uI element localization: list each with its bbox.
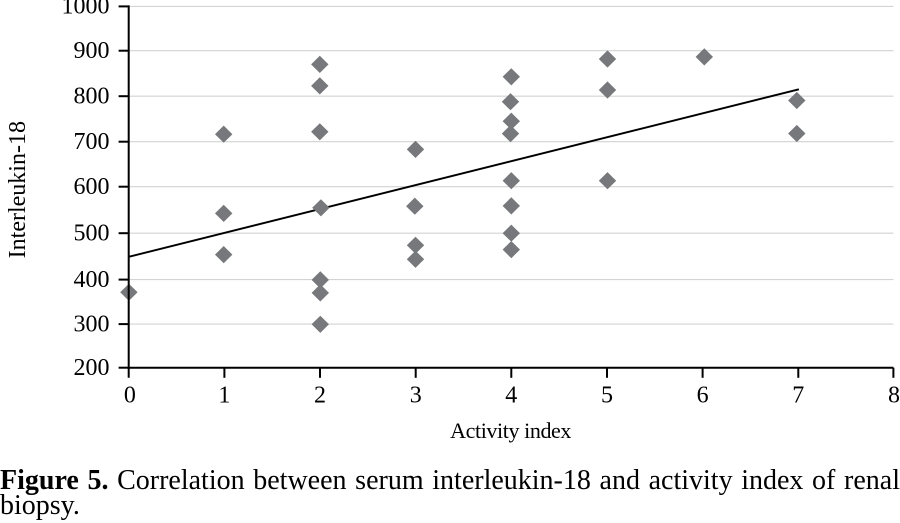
svg-text:300: 300 [74, 311, 110, 337]
svg-text:8: 8 [888, 383, 900, 409]
svg-text:Interleukin-18: Interleukin-18 [5, 121, 31, 258]
svg-text:4: 4 [505, 383, 517, 409]
svg-text:1000: 1000 [62, 0, 110, 20]
svg-text:6: 6 [697, 383, 709, 409]
svg-text:400: 400 [74, 267, 110, 293]
svg-text:Activity index: Activity index [450, 418, 571, 443]
svg-text:5: 5 [601, 383, 613, 409]
svg-text:900: 900 [74, 38, 110, 64]
svg-text:1: 1 [218, 383, 230, 409]
svg-text:7: 7 [792, 383, 804, 409]
svg-text:700: 700 [74, 129, 110, 155]
svg-text:2: 2 [314, 383, 326, 409]
svg-text:3: 3 [410, 383, 422, 409]
svg-text:200: 200 [74, 355, 110, 381]
svg-text:0: 0 [124, 383, 136, 409]
svg-text:600: 600 [74, 174, 110, 200]
svg-text:800: 800 [74, 83, 110, 109]
svg-text:500: 500 [74, 220, 110, 246]
